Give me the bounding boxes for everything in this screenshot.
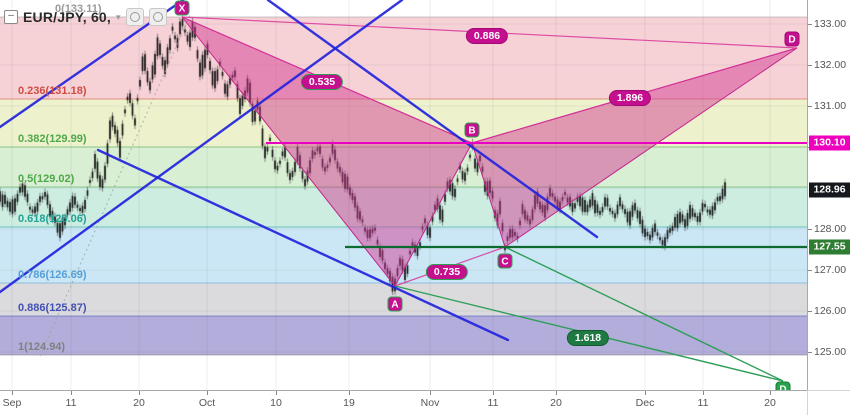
price-tick-label: 128.00 <box>814 223 847 235</box>
ratio-badge-1-618[interactable]: 1.618 <box>566 330 610 346</box>
fib-label-0.382: 0.382(129.99) <box>18 133 87 145</box>
fib-label-1: 1(124.94) <box>18 341 66 353</box>
chevron-down-icon[interactable]: ▾ <box>116 11 121 22</box>
legend-icon-button-2[interactable] <box>148 8 167 26</box>
price-tick-dash <box>808 65 812 66</box>
price-tick-dash <box>808 229 812 230</box>
price-tick-dash <box>808 106 812 107</box>
drawings-layer[interactable] <box>0 0 807 390</box>
fib-label-0.5: 0.5(129.02) <box>18 173 75 185</box>
ratio-badge-0-535[interactable]: 0.535 <box>300 74 344 90</box>
pattern-point-badge-x-0[interactable]: X <box>174 0 190 16</box>
time-tick-label: 19 <box>343 397 355 409</box>
time-tick-dash <box>430 391 431 395</box>
time-tick-dash <box>645 391 646 395</box>
time-tick-dash <box>71 391 72 395</box>
dotted-trend-line[interactable] <box>39 14 191 357</box>
price-tick-dash <box>808 270 812 271</box>
alt-pattern-green-line-1[interactable] <box>504 246 784 382</box>
pattern-point-badge-d-5[interactable]: D <box>775 381 791 390</box>
time-tick-label: 11 <box>65 397 77 409</box>
fib-label-0.786: 0.786(126.69) <box>18 269 87 281</box>
symbol-title[interactable]: EUR/JPY, 60, <box>23 9 111 25</box>
price-tick-label: 132.00 <box>814 59 847 71</box>
time-tick-dash <box>12 391 13 395</box>
time-tick-dash <box>493 391 494 395</box>
price-tick-dash <box>808 24 812 25</box>
time-axis[interactable]: Sep 11 20 Oct 10 19 Nov 11 20 Dec 11 20 <box>0 390 807 415</box>
price-badge-green-level[interactable]: 127.55 <box>809 239 850 255</box>
chart-pane[interactable]: 0(133.11) 0.236(131.18) 0.382(129.99) 0.5(1… <box>0 0 807 390</box>
time-tick-dash <box>770 391 771 395</box>
pattern-point-badge-b-2[interactable]: B <box>464 122 480 138</box>
ratio-badge-0-886[interactable]: 0.886 <box>465 28 509 44</box>
price-axis[interactable]: 133.00132.00131.00130.00128.00127.00126.… <box>807 0 850 390</box>
time-tick-label: 11 <box>697 397 709 409</box>
harmonic-triangle-bcd[interactable] <box>471 47 798 248</box>
time-tick-label: 20 <box>133 397 145 409</box>
time-tick-dash <box>207 391 208 395</box>
ratio-badge-1-896[interactable]: 1.896 <box>608 90 652 106</box>
price-badge-last-price[interactable]: 128.96 <box>809 182 850 198</box>
price-tick-label: 125.00 <box>814 346 847 358</box>
time-tick-dash <box>703 391 704 395</box>
axis-corner <box>807 390 850 415</box>
time-tick-label: Nov <box>420 397 440 409</box>
symbol-legend: – EUR/JPY, 60, ▾ <box>4 8 167 26</box>
fib-label-0: 0(133.11) <box>55 3 102 15</box>
legend-icon-button-1[interactable] <box>125 8 144 26</box>
price-tick-dash <box>808 352 812 353</box>
price-badge-magenta-level[interactable]: 130.10 <box>809 135 850 151</box>
pattern-point-badge-a-1[interactable]: A <box>387 296 403 312</box>
time-tick-label: 11 <box>487 397 499 409</box>
price-tick-label: 127.00 <box>814 264 847 276</box>
time-tick-dash <box>349 391 350 395</box>
time-tick-label: Sep <box>2 397 22 409</box>
time-tick-label: 20 <box>550 397 562 409</box>
circle-icon <box>152 12 163 22</box>
time-tick-dash <box>276 391 277 395</box>
time-tick-label: Oct <box>198 397 216 409</box>
pattern-point-badge-c-3[interactable]: C <box>497 253 513 269</box>
fib-label-0.886: 0.886(125.87) <box>18 302 87 314</box>
fib-label-0.236: 0.236(131.18) <box>18 85 87 97</box>
pattern-point-badge-d-4[interactable]: D <box>784 31 800 47</box>
time-tick-label: Dec <box>635 397 655 409</box>
time-tick-dash <box>556 391 557 395</box>
blue-trend-line-2[interactable] <box>266 0 599 239</box>
time-tick-label: 20 <box>764 397 776 409</box>
price-tick-label: 133.00 <box>814 18 847 30</box>
blue-trend-line-3[interactable] <box>96 148 510 342</box>
fib-label-0.618: 0.618(128.06) <box>18 213 87 225</box>
collapse-panel-icon[interactable]: – <box>4 10 18 24</box>
time-tick-label: 10 <box>270 397 282 409</box>
ratio-badge-0-735[interactable]: 0.735 <box>425 264 469 280</box>
harmonic-triangle-xab[interactable] <box>181 16 473 287</box>
price-tick-label: 126.00 <box>814 305 847 317</box>
price-tick-label: 131.00 <box>814 100 847 112</box>
time-tick-dash <box>139 391 140 395</box>
circle-icon <box>129 12 140 22</box>
price-tick-dash <box>808 311 812 312</box>
